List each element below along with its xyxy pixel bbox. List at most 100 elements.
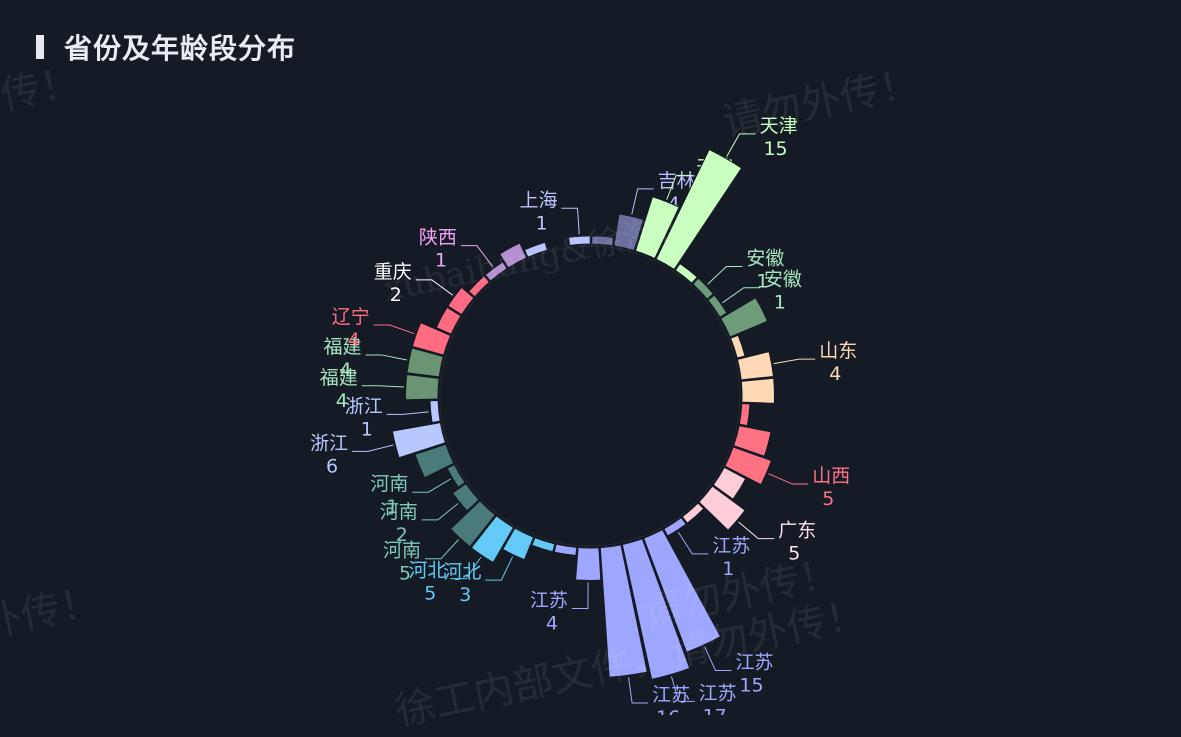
label-line-广东-16 <box>738 521 775 540</box>
label-name-山东-10: 山东 <box>819 340 857 362</box>
label-name-河北-25: 河北 <box>443 561 481 583</box>
bar-天津-4[interactable] <box>655 148 743 271</box>
label-name-河南-28: 河南 <box>380 501 418 523</box>
label-value-上海-0: 1 <box>535 212 547 234</box>
bar-河南-30[interactable] <box>414 443 455 479</box>
label-line-安徽-6 <box>707 265 743 285</box>
label-line-江苏-18 <box>677 531 709 555</box>
label-value-河北-25: 3 <box>459 584 471 606</box>
bar-吉林-1[interactable] <box>591 235 615 247</box>
label-line-河南-29 <box>412 478 451 493</box>
label-name-江苏-19: 江苏 <box>735 651 773 673</box>
label-line-河北-26 <box>450 556 482 580</box>
bar-河南-28[interactable] <box>451 482 480 512</box>
bar-安徽-8[interactable] <box>720 297 769 338</box>
label-name-安徽-6: 安徽 <box>746 247 784 269</box>
bar-上海-0[interactable] <box>567 235 591 246</box>
bar-河北-26[interactable] <box>470 515 515 564</box>
label-line-山东-10 <box>773 358 816 365</box>
bar-天津-5[interactable] <box>674 262 698 284</box>
label-line-江苏-20 <box>670 676 695 702</box>
label-value-山西-14: 5 <box>822 488 834 510</box>
label-value-安徽-7: 1 <box>774 292 786 314</box>
label-name-福建-33: 福建 <box>320 367 358 389</box>
bar-安徽-6[interactable] <box>692 277 715 300</box>
label-name-辽宁-35: 辽宁 <box>332 306 370 328</box>
label-line-河北-25 <box>485 556 514 581</box>
bar-山东-11[interactable] <box>740 377 775 404</box>
label-value-江苏-19: 15 <box>739 674 763 696</box>
bar-河北-24[interactable] <box>531 537 556 553</box>
label-line-河南-27 <box>425 539 459 560</box>
label-name-浙江-31: 浙江 <box>310 432 348 454</box>
bar-重庆-38[interactable] <box>467 275 491 298</box>
label-name-福建-34: 福建 <box>324 336 362 358</box>
label-value-福建-34: 4 <box>339 359 351 381</box>
bar-山西-13[interactable] <box>733 425 772 457</box>
bar-福建-33[interactable] <box>405 373 440 401</box>
label-line-福建-34 <box>365 354 408 361</box>
bar-重庆-37[interactable] <box>447 286 475 316</box>
label-value-江苏-20: 17 <box>703 705 727 715</box>
label-value-河南-29: 1 <box>386 496 398 518</box>
bar-陕西-40[interactable] <box>498 242 528 269</box>
label-line-江苏-22 <box>571 582 589 609</box>
label-value-陕西-39: 1 <box>435 250 447 272</box>
label-value-天津-4: 15 <box>763 138 787 160</box>
label-value-辽宁-35: 4 <box>348 329 360 351</box>
bar-安徽-7[interactable] <box>707 294 728 318</box>
bar-天津-3[interactable] <box>634 196 680 260</box>
bar-吉林-2[interactable] <box>613 213 645 252</box>
label-value-河北-26: 5 <box>424 583 436 605</box>
bar-河南-29[interactable] <box>446 463 466 488</box>
label-name-天津-4: 天津 <box>760 115 798 137</box>
label-line-浙江-31 <box>352 444 394 452</box>
bar-辽宁-36[interactable] <box>435 306 462 335</box>
bar-上海-41[interactable] <box>523 241 549 258</box>
bar-山西-14[interactable] <box>724 446 773 486</box>
label-line-陕西-39 <box>460 245 493 267</box>
bar-河北-25[interactable] <box>502 527 535 561</box>
bar-广东-17[interactable] <box>681 502 705 524</box>
bar-广东-15[interactable] <box>712 466 747 500</box>
label-value-广东-16: 5 <box>788 543 800 565</box>
label-name-河南-27: 河南 <box>383 540 421 562</box>
bar-浙江-31[interactable] <box>391 422 446 459</box>
label-name-河北-26: 河北 <box>408 560 446 582</box>
label-line-上海-0 <box>561 207 580 235</box>
label-line-江苏-19 <box>704 646 732 671</box>
bar-江苏-20[interactable] <box>621 538 691 680</box>
label-value-河南-28: 2 <box>396 524 408 546</box>
label-line-江苏-21 <box>628 677 649 704</box>
bar-山西-12[interactable] <box>738 403 751 427</box>
label-name-山西-14: 山西 <box>812 465 850 487</box>
label-name-江苏-18: 江苏 <box>712 535 750 557</box>
label-value-安徽-6: 1 <box>756 270 768 292</box>
bar-江苏-18[interactable] <box>663 516 687 537</box>
label-line-天津-4 <box>726 133 756 157</box>
bar-山东-10[interactable] <box>736 351 774 381</box>
label-line-山西-14 <box>768 473 809 485</box>
label-line-浙江-32 <box>386 411 429 415</box>
chart-title: 省份及年龄段分布 <box>64 32 297 65</box>
label-name-河南-29: 河南 <box>370 473 408 495</box>
bar-辽宁-35[interactable] <box>411 321 452 356</box>
label-name-重庆-37: 重庆 <box>374 261 412 283</box>
bar-江苏-19[interactable] <box>642 528 722 653</box>
bar-江苏-21[interactable] <box>599 544 648 678</box>
label-name-安徽-7: 安徽 <box>764 269 802 291</box>
label-value-江苏-21: 16 <box>656 707 680 715</box>
bar-河南-27[interactable] <box>449 500 496 548</box>
label-line-安徽-7 <box>722 287 760 304</box>
bar-江苏-23[interactable] <box>553 543 578 557</box>
bar-浙江-32[interactable] <box>429 400 441 424</box>
bar-陕西-39[interactable] <box>484 261 508 282</box>
label-value-河南-27: 5 <box>399 563 411 585</box>
label-name-江苏-22: 江苏 <box>530 589 568 611</box>
bar-山东-9[interactable] <box>729 334 746 359</box>
label-value-江苏-18: 1 <box>722 558 734 580</box>
bar-福建-34[interactable] <box>406 347 444 378</box>
bar-广东-16[interactable] <box>698 485 746 531</box>
bar-江苏-22[interactable] <box>575 546 602 581</box>
label-line-河南-28 <box>421 503 459 521</box>
